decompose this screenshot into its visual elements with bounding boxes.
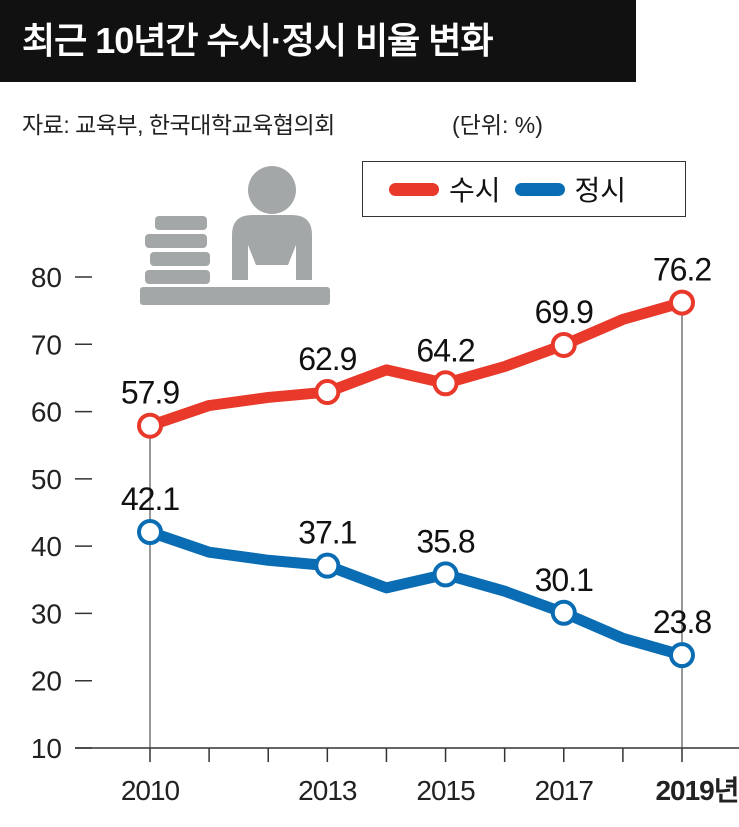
data-point bbox=[669, 289, 695, 316]
legend-item-jeongsi: 정시 bbox=[514, 169, 627, 209]
y-tick-label: 60 bbox=[31, 397, 62, 428]
data-point bbox=[550, 331, 577, 358]
series-line-수시 bbox=[148, 297, 684, 431]
x-tick-label: 2019년 bbox=[655, 775, 738, 806]
data-label: 76.2 bbox=[653, 252, 711, 288]
y-tick-label: 80 bbox=[31, 262, 62, 293]
y-tick-label: 10 bbox=[31, 733, 62, 764]
data-label: 57.9 bbox=[121, 375, 179, 411]
data-label: 42.1 bbox=[121, 481, 179, 517]
data-point bbox=[314, 552, 341, 579]
legend-swatch bbox=[389, 182, 439, 196]
unit-note: (단위: %) bbox=[452, 112, 543, 138]
legend-label: 정시 bbox=[574, 175, 627, 206]
x-tick-label: 2017 bbox=[535, 775, 594, 806]
legend-item-susi: 수시 bbox=[389, 169, 501, 209]
data-label: 23.8 bbox=[653, 604, 711, 640]
data-point bbox=[432, 561, 459, 588]
source-note: 자료: 교육부, 한국대학교육협의회 bbox=[22, 112, 335, 138]
data-label: 62.9 bbox=[298, 341, 356, 377]
x-tick-label: 2013 bbox=[298, 775, 357, 806]
x-tick-label: 2015 bbox=[416, 775, 475, 806]
x-tick-label: 2010 bbox=[121, 775, 180, 806]
person-books-icon bbox=[140, 166, 330, 305]
legend-label: 수시 bbox=[449, 175, 501, 206]
y-tick-label: 50 bbox=[31, 464, 62, 495]
data-point bbox=[669, 642, 695, 669]
data-point bbox=[137, 412, 163, 439]
data-label: 37.1 bbox=[298, 515, 356, 551]
y-tick-label: 70 bbox=[31, 329, 62, 360]
y-tick-label: 30 bbox=[31, 598, 62, 629]
data-label: 64.2 bbox=[416, 332, 474, 368]
y-tick-label: 20 bbox=[31, 666, 62, 697]
data-point bbox=[314, 379, 341, 406]
series-line-정시 bbox=[148, 526, 684, 661]
chart-title: 최근 10년간 수시·정시 비율 변화 bbox=[0, 0, 636, 82]
legend-swatch bbox=[514, 182, 565, 196]
data-label: 35.8 bbox=[416, 523, 474, 559]
data-point bbox=[137, 519, 163, 546]
data-point bbox=[432, 370, 459, 397]
data-point bbox=[550, 599, 577, 626]
data-label: 69.9 bbox=[535, 294, 593, 330]
legend: 수시 정시 bbox=[362, 161, 686, 217]
y-tick-label: 40 bbox=[31, 531, 62, 562]
data-label: 30.1 bbox=[535, 562, 593, 598]
